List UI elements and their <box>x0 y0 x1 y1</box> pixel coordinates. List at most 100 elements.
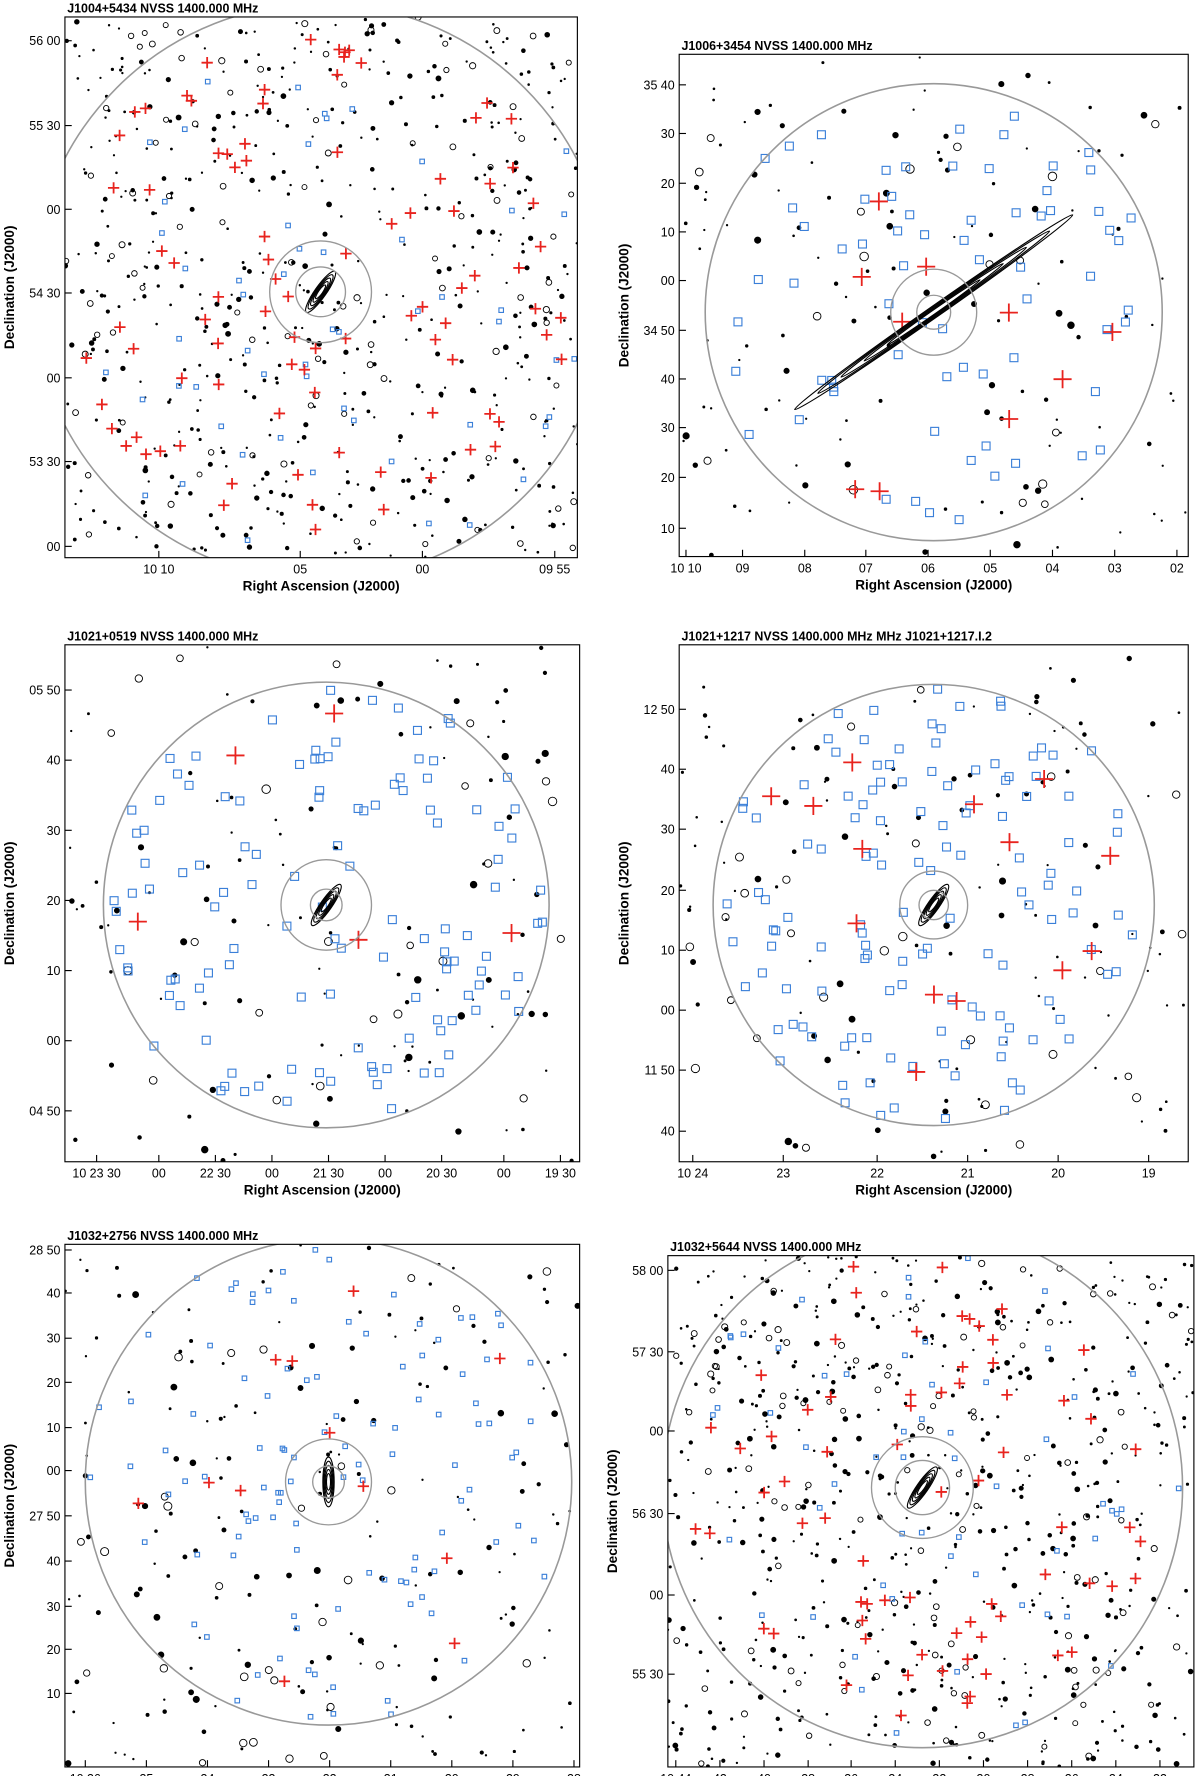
radio-source <box>556 288 560 292</box>
radio-source <box>192 1695 200 1703</box>
radio-source <box>198 1636 201 1640</box>
radio-source <box>237 29 243 35</box>
radio-source <box>396 40 401 44</box>
radio-source <box>213 159 217 163</box>
catalog-square <box>414 754 424 764</box>
radio-source <box>1094 1740 1100 1745</box>
radio-source <box>792 1142 799 1149</box>
radio-source <box>894 1381 900 1386</box>
galaxy-cross <box>258 230 271 243</box>
radio-source <box>702 405 706 409</box>
radio-source <box>88 340 95 346</box>
radio-source <box>492 103 497 108</box>
catalog-square <box>1042 186 1052 196</box>
catalog-square <box>1105 225 1115 235</box>
frame <box>64 16 578 559</box>
radio-source <box>778 399 781 402</box>
catalog-square <box>513 1449 520 1456</box>
catalog-square <box>1086 746 1097 756</box>
catalog-square <box>444 1050 454 1060</box>
radio-source <box>116 526 121 531</box>
radio-source <box>209 1086 217 1094</box>
radio-source <box>366 361 374 369</box>
radio-source <box>417 327 422 332</box>
radio-source <box>846 1471 851 1477</box>
catalog-square <box>515 1522 522 1529</box>
radio-source <box>542 305 550 314</box>
catalog-square <box>1011 208 1021 218</box>
catalog-square <box>326 1256 333 1263</box>
catalog-square <box>520 476 527 483</box>
radio-source <box>306 289 310 294</box>
catalog-square <box>411 992 421 1002</box>
catalog-square <box>1028 751 1038 761</box>
galaxy-cross <box>963 1313 976 1325</box>
radio-source <box>368 23 375 29</box>
radio-source <box>703 228 706 232</box>
y-tick-label: 30 <box>47 824 61 838</box>
galaxy-cross <box>846 480 865 499</box>
x-tick-label: 30 <box>445 1772 459 1776</box>
radio-source <box>308 806 314 812</box>
catalog-square <box>191 1621 198 1628</box>
radio-source <box>90 145 93 149</box>
radio-source <box>261 1280 265 1284</box>
radio-source <box>758 1533 763 1538</box>
radio-source <box>407 1069 410 1073</box>
catalog-square <box>190 1411 197 1417</box>
radio-source <box>503 344 509 351</box>
radio-source <box>219 1476 223 1480</box>
galaxy-cross <box>174 440 186 452</box>
galaxy-cross <box>1052 1649 1064 1662</box>
radio-source <box>808 1269 811 1273</box>
catalog-square <box>751 813 761 823</box>
catalog-square <box>930 426 940 436</box>
radio-source <box>105 309 110 314</box>
catalog-square <box>527 1359 534 1366</box>
radio-source <box>341 410 348 417</box>
y-tick-label: 40 <box>661 1125 675 1139</box>
radio-source <box>249 1737 258 1747</box>
radio-source <box>355 347 359 351</box>
inner-circle <box>280 859 373 951</box>
catalog-square <box>954 1668 960 1675</box>
radio-source <box>1091 1345 1096 1350</box>
radio-source <box>943 133 949 139</box>
radio-source <box>895 1259 899 1263</box>
catalog-square <box>897 980 907 990</box>
radio-source <box>492 23 495 26</box>
radio-source <box>812 1500 817 1505</box>
radio-source <box>198 1759 207 1767</box>
contour <box>325 1473 332 1491</box>
catalog-square <box>407 1601 414 1608</box>
radio-source <box>1024 1366 1030 1372</box>
catalog-square <box>1014 853 1024 863</box>
catalog-square <box>336 943 346 953</box>
catalog-square <box>345 861 355 871</box>
catalog-square <box>320 249 327 256</box>
catalog-square <box>1036 211 1046 221</box>
x-tick-label: 26 <box>1065 1772 1079 1776</box>
y-tick-label: 00 <box>661 274 675 288</box>
radio-source <box>838 1675 843 1680</box>
radio-source <box>1048 444 1051 447</box>
radio-source <box>480 322 483 325</box>
radio-source <box>380 375 388 382</box>
radio-source <box>80 903 85 908</box>
radio-source <box>985 1431 991 1436</box>
radio-source <box>338 144 343 148</box>
radio-source <box>840 1257 843 1260</box>
radio-source <box>673 1637 681 1644</box>
y-tick-label: 40 <box>47 754 61 768</box>
galaxy-cross <box>448 205 460 217</box>
catalog-square <box>461 1657 468 1664</box>
radio-source <box>1135 1650 1141 1656</box>
radio-source <box>309 50 313 53</box>
radio-source <box>425 1384 430 1389</box>
radio-source <box>281 492 286 498</box>
radio-source <box>690 1063 701 1074</box>
radio-source <box>568 191 575 198</box>
radio-source <box>119 68 123 72</box>
catalog-square <box>533 918 543 928</box>
radio-source <box>249 177 255 184</box>
